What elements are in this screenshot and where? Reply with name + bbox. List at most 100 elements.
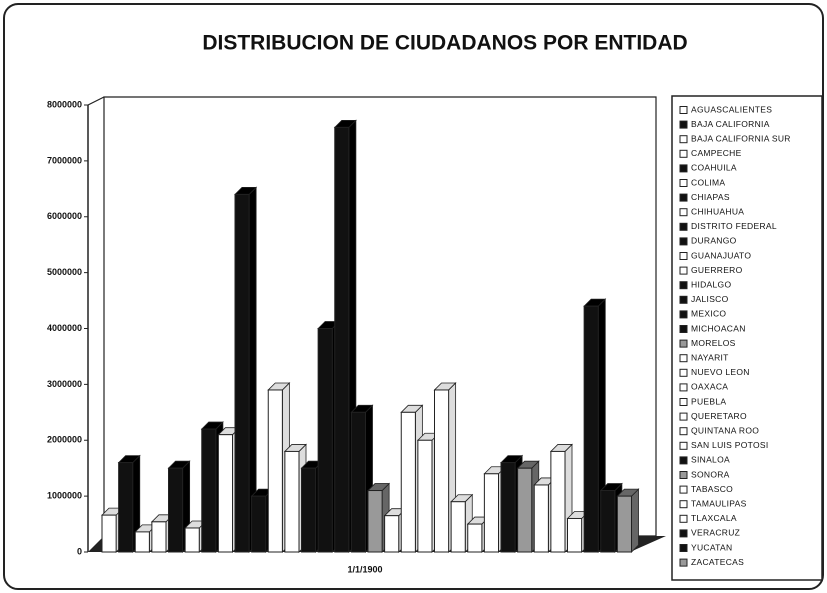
bar [168,467,184,553]
legend-label: BAJA CALIFORNIA SUR [691,133,791,143]
legend-swatch [679,544,688,552]
legend-swatch [679,383,688,392]
y-tick-label: 7000000 [47,155,82,165]
legend-swatch [679,135,688,144]
bar [151,521,167,553]
legend-label: QUINTANA ROO [691,425,759,435]
bar [550,450,566,553]
bar [500,462,516,553]
legend-swatch [679,500,688,509]
legend-swatch [679,120,688,129]
legend-label: DURANGO [691,236,737,246]
bar [483,473,500,553]
bar [533,484,549,553]
bar [234,193,250,553]
legend-swatch [679,237,688,246]
bar [251,495,267,553]
legend-label: TAMAULIPAS [691,498,747,508]
bar [217,434,234,553]
bar [583,305,599,553]
legend-swatch [679,354,688,363]
bar [284,450,300,553]
y-tick-label: 8000000 [47,99,82,109]
legend-swatch [679,266,688,275]
legend-swatch [679,106,688,114]
legend-label: CAMPECHE [691,148,742,158]
legend-swatch [679,252,688,260]
legend-swatch [679,368,688,377]
bar [118,462,134,553]
bar [400,411,416,553]
legend-swatch [679,558,688,567]
legend-label: PUEBLA [691,396,726,406]
y-axis-depth [87,96,105,106]
legend-label: COAHUILA [691,163,737,173]
bar [201,428,217,553]
legend-label: NUEVO LEON [691,367,750,377]
legend-label: MICHOACAN [691,323,746,333]
bar [434,389,450,553]
legend-label: SONORA [691,469,730,479]
legend-swatch [679,281,688,290]
legend-swatch [679,325,688,333]
legend-swatch [679,208,688,217]
legend-label: SINALOA [691,455,730,465]
bar [450,501,466,553]
legend-label: BAJA CALIFORNIA [691,119,770,129]
legend-label: CHIHUAHUA [691,206,744,216]
legend-swatch [679,193,688,202]
y-tick-label: 0 [77,546,82,556]
legend-label: GUERRERO [691,265,743,275]
legend-label: AGUASCALIENTES [691,104,772,114]
legend-swatch [679,441,688,450]
legend-swatch [679,149,688,158]
legend-swatch [679,514,688,523]
bar [467,523,483,553]
legend-label: OAXACA [691,382,728,392]
legend-box [671,95,823,581]
bar [350,411,367,553]
legend-label: MORELOS [691,338,736,348]
bar [267,389,283,553]
legend-label: ZACATECAS [691,557,744,567]
bar [417,439,433,553]
legend-label: QUERETARO [691,411,747,421]
bar-side [631,488,639,553]
legend-swatch [679,179,688,187]
x-tick-label: 1/1/1900 [347,564,382,574]
bar [334,126,350,553]
legend-label: YUCATAN [691,542,732,552]
legend-label: CHIAPAS [691,192,730,202]
legend-swatch [679,529,688,538]
legend-label: JALISCO [691,294,729,304]
legend-label: MEXICO [691,309,726,319]
bar [616,495,633,553]
bar [517,467,533,553]
legend-label: DISTRITO FEDERAL [691,221,777,231]
bar [134,531,150,553]
legend-label: TABASCO [691,484,733,494]
y-tick-label: 2000000 [47,435,82,445]
bar [301,467,317,553]
legend-swatch [679,295,688,304]
legend-swatch [679,412,688,421]
legend-swatch [679,164,688,173]
y-tick-label: 5000000 [47,267,82,277]
y-tick-label: 6000000 [47,211,82,221]
bar [384,515,400,553]
legend-label: HIDALGO [691,279,731,289]
legend-label: NAYARIT [691,352,729,362]
y-tick-label: 4000000 [47,323,82,333]
legend-swatch [679,222,688,231]
legend-swatch [679,456,688,465]
legend-swatch [679,471,688,479]
legend-swatch [679,427,688,436]
bar [101,514,117,553]
legend-label: GUANAJUATO [691,250,751,260]
y-tick-label: 1000000 [47,491,82,501]
bar [600,490,616,553]
legend-swatch [679,339,688,348]
y-tick-label: 3000000 [47,379,82,389]
bar [567,517,583,553]
